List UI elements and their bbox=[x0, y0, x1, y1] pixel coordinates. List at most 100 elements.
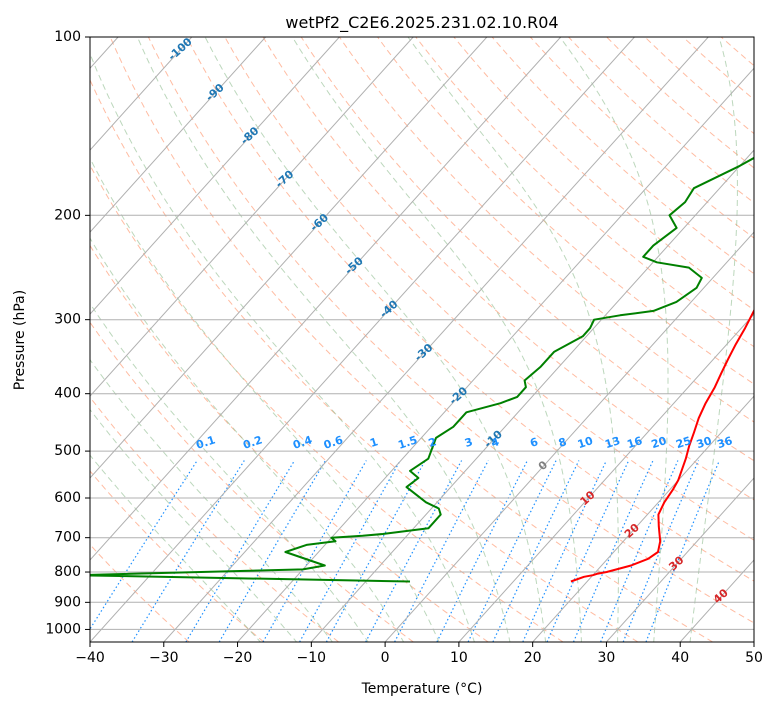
isotherm-line bbox=[90, 37, 635, 642]
x-tick-label: −20 bbox=[223, 650, 253, 666]
mixing-ratio-line bbox=[645, 460, 720, 642]
mixing-ratio-label: 1.5 bbox=[396, 433, 419, 451]
dry-adiabat bbox=[90, 396, 339, 642]
dry-adiabat bbox=[377, 37, 754, 385]
isotherm-line bbox=[310, 149, 754, 642]
mixing-ratio-line bbox=[262, 460, 367, 642]
mixing-ratio-line bbox=[325, 460, 426, 642]
dry-adiabat bbox=[90, 164, 564, 642]
isotherm-line bbox=[606, 477, 754, 642]
mixing-ratio-label: 6 bbox=[528, 435, 540, 450]
dry-adiabat bbox=[224, 37, 754, 541]
mixing-ratio-line bbox=[218, 460, 327, 642]
x-tick-label: 30 bbox=[598, 650, 616, 666]
dry-adiabat bbox=[529, 37, 754, 239]
moist-adiabat bbox=[559, 37, 669, 642]
y-tick-label: 400 bbox=[54, 386, 81, 402]
x-tick-label: −30 bbox=[149, 650, 179, 666]
dry-adiabat bbox=[109, 37, 713, 642]
isotherm-line bbox=[163, 37, 709, 642]
x-tick-label: 10 bbox=[450, 650, 468, 666]
mixing-ratio-label: 1 bbox=[368, 435, 379, 450]
mixing-ratio-label: 4 bbox=[490, 435, 502, 450]
x-axis-title: Temperature (°C) bbox=[361, 681, 483, 697]
y-tick-label: 200 bbox=[54, 207, 81, 223]
mixing-ratio-line bbox=[436, 460, 528, 642]
isotherm-line bbox=[237, 67, 754, 642]
isotherm-line bbox=[90, 37, 562, 561]
isotherm-line bbox=[90, 37, 340, 315]
mixing-ratio-line bbox=[492, 460, 580, 642]
dry-adiabat bbox=[90, 78, 639, 642]
mixing-ratio-line bbox=[299, 460, 401, 642]
mixing-ratio-label: 2 bbox=[427, 435, 438, 450]
moist-adiabat bbox=[689, 37, 738, 642]
dry-adiabat bbox=[90, 244, 489, 642]
y-tick-label: 600 bbox=[54, 490, 81, 506]
mixing-ratio-label: 0.2 bbox=[241, 433, 264, 451]
mixing-ratio-line bbox=[185, 460, 296, 642]
mixing-ratio-line bbox=[522, 460, 607, 642]
y-tick-label: 700 bbox=[54, 530, 81, 546]
mixing-ratio-label: 30 bbox=[695, 434, 714, 451]
dry-adiabat bbox=[262, 37, 754, 501]
mixing-ratio-line bbox=[467, 460, 557, 642]
dry-adiabat bbox=[186, 37, 754, 582]
y-tick-label: 1000 bbox=[45, 621, 81, 637]
moist-adiabat bbox=[136, 37, 511, 642]
moist-adiabat bbox=[90, 302, 369, 642]
moist-adiabat bbox=[90, 408, 298, 642]
moist-adiabat bbox=[291, 37, 583, 642]
dry-adiabat bbox=[338, 37, 754, 423]
mixing-ratio-label: 0.1 bbox=[194, 433, 217, 451]
isotherm-line bbox=[90, 37, 193, 151]
mixing-ratio-label: 0.6 bbox=[322, 433, 345, 451]
x-tick-label: 40 bbox=[671, 650, 689, 666]
isotherm-line bbox=[90, 37, 266, 233]
moist-adiabat bbox=[90, 454, 262, 642]
temperature-profile-line bbox=[570, 308, 754, 583]
background-lines bbox=[90, 37, 754, 642]
isotherm-line bbox=[90, 37, 414, 397]
x-tick-label: 0 bbox=[381, 650, 390, 666]
x-tick-label: −40 bbox=[75, 650, 105, 666]
dry-adiabat bbox=[147, 37, 754, 624]
plot-frame bbox=[89, 36, 755, 643]
mixing-ratio-label: 25 bbox=[674, 434, 693, 451]
moist-adiabat bbox=[204, 37, 547, 642]
chart-title: wetPf2_C2E6.2025.231.02.10.R04 bbox=[285, 13, 558, 33]
isotherm-line bbox=[384, 231, 754, 642]
mixing-ratio-label: 10 bbox=[576, 434, 595, 451]
isotherm-line bbox=[90, 37, 488, 479]
x-tick-label: 50 bbox=[745, 650, 763, 666]
x-tick-label: −10 bbox=[297, 650, 327, 666]
mixing-ratio-label: 16 bbox=[625, 434, 644, 451]
dry-adiabat bbox=[90, 321, 414, 642]
plot-background bbox=[90, 37, 754, 642]
mixing-ratio-label: 8 bbox=[557, 435, 568, 450]
y-tick-label: 900 bbox=[54, 594, 81, 610]
isotherm-line bbox=[753, 641, 754, 642]
moist-adiabat bbox=[90, 157, 440, 642]
data-series bbox=[90, 156, 754, 583]
y-axis-title: Pressure (hPa) bbox=[12, 290, 28, 390]
moist-adiabat bbox=[407, 37, 619, 642]
mixing-ratio-line bbox=[622, 460, 700, 642]
y-tick-label: 100 bbox=[54, 29, 81, 45]
dry-adiabat bbox=[453, 37, 754, 311]
mixing-ratio-line bbox=[600, 460, 679, 642]
y-tick-label: 500 bbox=[54, 443, 81, 459]
axes: −40 −30 −20 −10 0 10 20 30 40 5010020030040050060… bbox=[45, 29, 763, 666]
dewpoint-profile-line bbox=[90, 156, 754, 583]
dry-adiabat bbox=[491, 37, 754, 275]
dry-adiabat bbox=[415, 37, 754, 348]
moist-adiabat bbox=[90, 237, 405, 642]
mixing-ratio-label: 3 bbox=[463, 435, 474, 450]
moist-adiabat bbox=[90, 358, 334, 642]
moist-adiabat bbox=[90, 52, 476, 642]
mixing-ratio-label: 13 bbox=[603, 434, 622, 451]
mixing-ratio-label: 20 bbox=[650, 434, 669, 451]
y-tick-label: 800 bbox=[54, 564, 81, 580]
isotherm-line bbox=[532, 395, 754, 642]
